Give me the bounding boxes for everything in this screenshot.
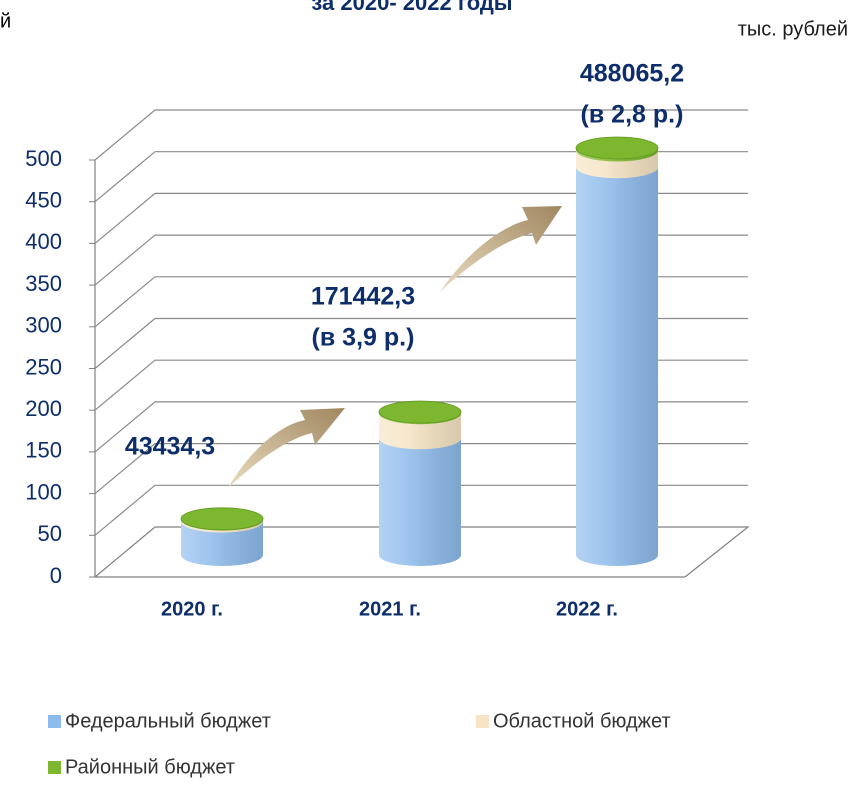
cylinder-top [575, 136, 659, 160]
growth-label: (в 2,8 р.) [581, 101, 684, 129]
y-tick-label: 350 [25, 271, 62, 296]
legend-label: Областной бюджет [493, 710, 671, 732]
grid-line [94, 443, 748, 495]
y-tick-label: 500 [25, 146, 62, 171]
growth-arrow [228, 408, 345, 488]
bar-shade [576, 156, 658, 567]
title-fragment: й [0, 10, 11, 32]
grid-line [94, 484, 748, 536]
grid-line [94, 276, 748, 328]
growth-arrow [440, 206, 562, 292]
unit-label: тыс. рублей [738, 18, 848, 40]
y-tick-label: 50 [38, 521, 62, 546]
x-tick-label: 2022 г. [556, 598, 618, 620]
growth-label: (в 3,9 р.) [312, 324, 415, 352]
y-tick-label: 400 [25, 229, 62, 254]
grid-line [94, 317, 748, 369]
y-tick-label: 0 [50, 563, 62, 588]
grid-line [94, 109, 748, 161]
y-tick-label: 100 [25, 479, 62, 504]
total-label: 171442,3 [311, 283, 415, 311]
y-tick-label: 150 [25, 438, 62, 463]
cylinder-top [378, 400, 462, 424]
chart-title: за 2020- 2022 годы [311, 0, 512, 15]
grid-line [94, 401, 748, 453]
grid-line [94, 359, 748, 411]
y-tick-label: 250 [25, 354, 62, 379]
arrows [228, 206, 562, 488]
grid-line [94, 192, 748, 244]
total-label: 488065,2 [580, 60, 684, 88]
legend-label: Федеральный бюджет [65, 710, 271, 732]
grid-line [94, 151, 748, 203]
legend-label: Районный бюджет [65, 756, 235, 778]
x-tick-label: 2020 г. [161, 598, 223, 620]
total-label: 43434,3 [125, 433, 215, 461]
y-tick-label: 450 [25, 188, 62, 213]
x-tick-label: 2021 г. [359, 598, 421, 620]
bar-shade [379, 427, 461, 566]
grid-line [94, 234, 748, 286]
cylinder-top [180, 507, 264, 531]
legend-swatch [476, 715, 489, 728]
y-tick-label: 300 [25, 313, 62, 338]
y-tick-label: 200 [25, 396, 62, 421]
legend-swatch [48, 715, 61, 728]
legend-swatch [48, 761, 61, 774]
